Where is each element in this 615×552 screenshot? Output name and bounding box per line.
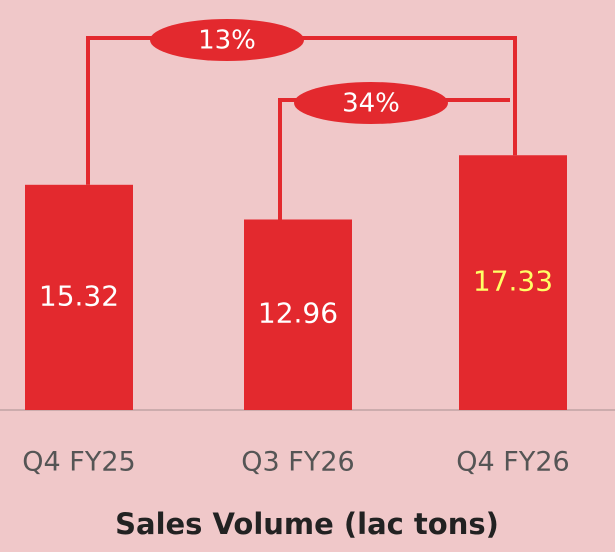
bar — [25, 184, 133, 410]
bar — [244, 219, 352, 410]
x-tick-label: Q4 FY26 — [456, 447, 569, 478]
annotation-bubble — [294, 82, 448, 124]
chart-title: Sales Volume (lac tons) — [115, 507, 499, 541]
value-label: 15.32 — [39, 279, 119, 312]
annotation-bubble — [150, 19, 304, 61]
annotation: 13% — [198, 26, 256, 56]
bar — [459, 155, 567, 410]
x-tick-label: Q4 FY25 — [22, 447, 135, 478]
x-tick-label: Q3 FY26 — [241, 447, 354, 478]
value-label: 17.33 — [473, 265, 553, 298]
value-label: 12.96 — [258, 297, 338, 330]
annotation: 34% — [342, 89, 400, 119]
